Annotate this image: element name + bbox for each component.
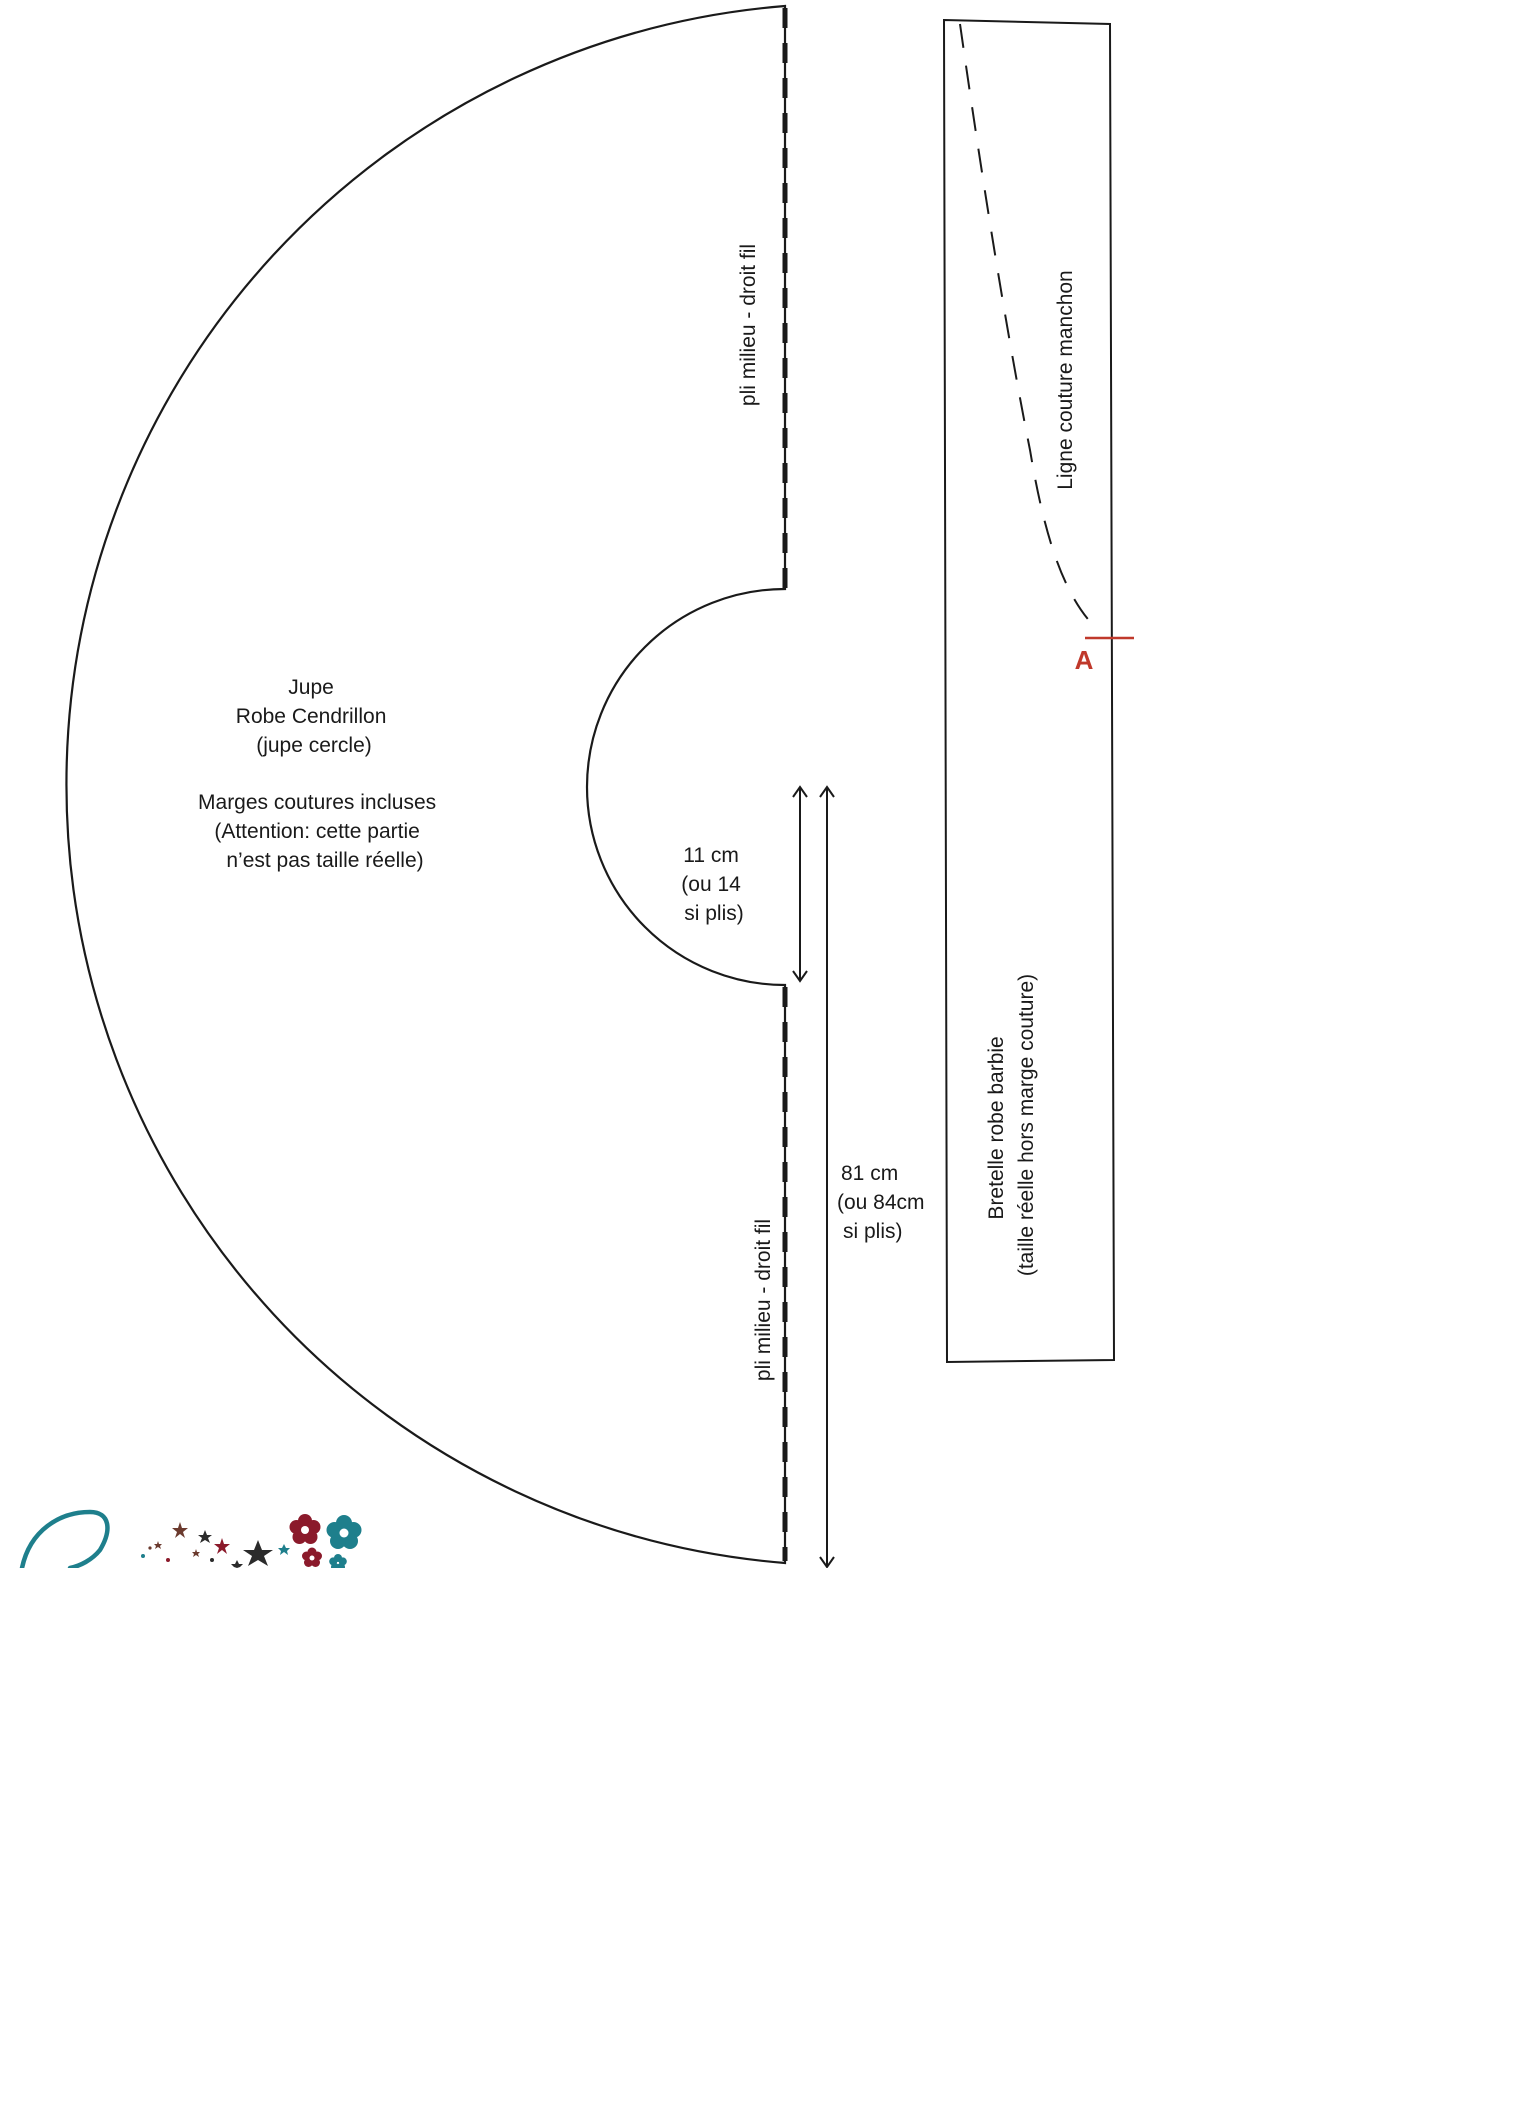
waist-measure-label: 11 cm (ou 14 si plis) — [681, 844, 746, 925]
logo-star — [278, 1544, 290, 1555]
skirt-note: Marges coutures incluses (Attention: cet… — [198, 791, 442, 872]
length-measure-line-1: 81 cm — [841, 1162, 898, 1185]
strap-seam-line — [959, 23, 1101, 633]
waist-measure-arrow — [792, 785, 808, 983]
logo-dot — [210, 1558, 214, 1562]
strap-title: Bretelle robe barbie (taille réelle hors… — [985, 974, 1038, 1276]
waist-measure-line-3: si plis) — [684, 902, 744, 925]
logo-dot — [148, 1546, 152, 1550]
logo-swash — [19, 1509, 110, 1568]
logo-star — [214, 1538, 230, 1554]
skirt-note-line-3: n’est pas taille réelle) — [226, 849, 423, 872]
length-measure-label: 81 cm (ou 84cm si plis) — [837, 1162, 930, 1243]
brand-logo — [19, 1509, 362, 1568]
skirt-title-line-2: Robe Cendrillon — [236, 705, 387, 728]
logo-star — [154, 1541, 162, 1549]
logo-flower-red — [289, 1514, 321, 1544]
fold-label-bottom: pli milieu - droit fil — [752, 1219, 775, 1381]
logo-flowers — [289, 1514, 362, 1568]
skirt-title: Jupe Robe Cendrillon (jupe cercle) — [236, 676, 392, 757]
fold-label-top: pli milieu - droit fil — [737, 244, 760, 406]
length-measure-arrow — [819, 785, 835, 1568]
skirt-note-line-2: (Attention: cette partie — [214, 820, 419, 843]
skirt-outline — [65, 4, 787, 1565]
skirt-title-line-1: Jupe — [288, 676, 334, 699]
strap-pattern-piece: Ligne couture manchon Bretelle robe barb… — [942, 18, 1134, 1364]
strap-title-line-2: (taille réelle hors marge couture) — [1015, 974, 1038, 1276]
strap-outline — [942, 18, 1116, 1364]
logo-star — [198, 1530, 212, 1543]
logo-star — [172, 1522, 188, 1538]
logo-star — [243, 1540, 273, 1566]
logo-stars — [141, 1522, 290, 1568]
waist-measure-line-1: 11 cm — [683, 844, 739, 867]
waist-measure-line-2: (ou 14 — [681, 873, 741, 896]
logo-flower-teal — [326, 1515, 362, 1549]
length-measure-line-2: (ou 84cm — [837, 1191, 925, 1214]
strap-title-line-1: Bretelle robe barbie — [985, 1036, 1008, 1219]
skirt-note-line-1: Marges coutures incluses — [198, 791, 436, 814]
logo-dot — [141, 1554, 145, 1558]
marker-a-label: A — [1075, 645, 1094, 675]
logo-flower-small-red — [302, 1547, 322, 1567]
logo-dot — [166, 1558, 170, 1562]
sewing-pattern-sheet: pli milieu - droit fil pli milieu - droi… — [19, 4, 1134, 1568]
length-measure-line-3: si plis) — [843, 1220, 903, 1243]
logo-star — [192, 1549, 200, 1557]
strap-seam-label: Ligne couture manchon — [1054, 270, 1077, 490]
logo-flower-small-teal — [329, 1554, 347, 1568]
skirt-pattern-piece: pli milieu - droit fil pli milieu - droi… — [65, 4, 930, 1568]
logo-star — [231, 1560, 243, 1568]
skirt-title-line-3: (jupe cercle) — [256, 734, 372, 757]
